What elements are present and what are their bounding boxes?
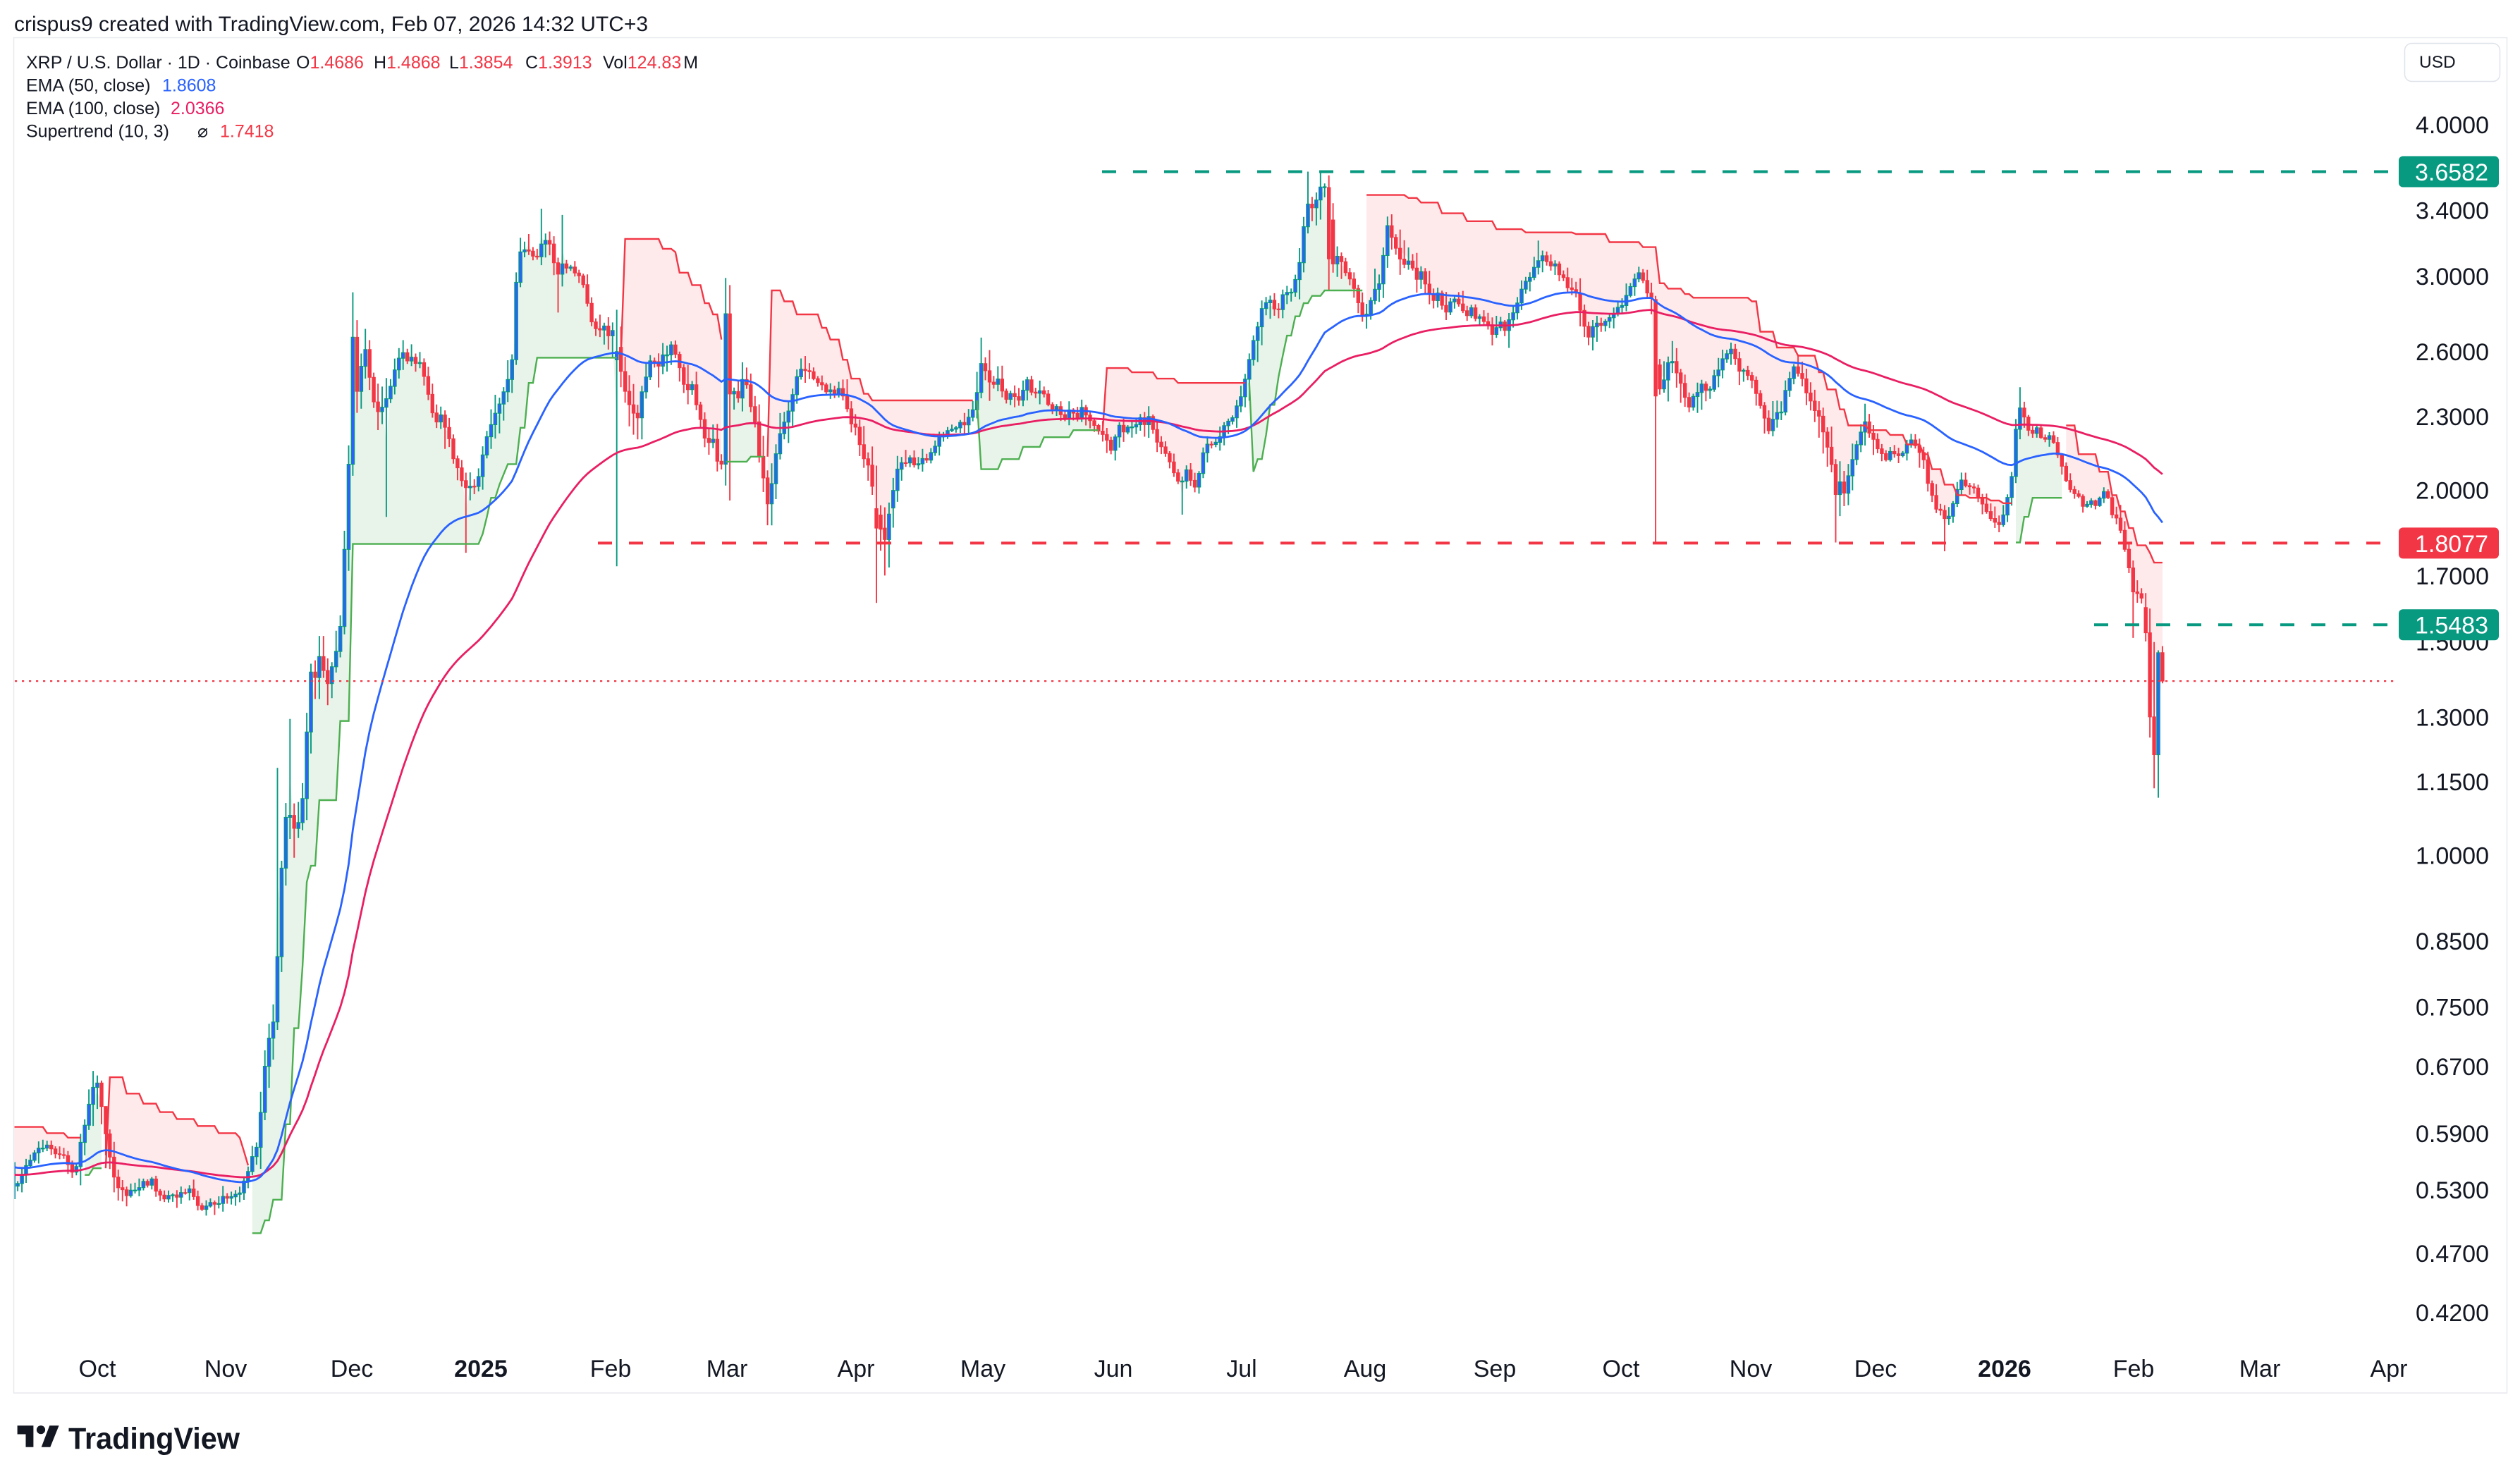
- svg-text:TradingView: TradingView: [68, 1422, 240, 1456]
- svg-text:May: May: [960, 1356, 1005, 1382]
- svg-text:Jul: Jul: [1226, 1356, 1256, 1382]
- svg-text:3.6582: 3.6582: [2415, 159, 2488, 186]
- svg-text:1.8077: 1.8077: [2415, 531, 2488, 558]
- svg-text:Sep: Sep: [1474, 1356, 1517, 1382]
- svg-text:0.5900: 0.5900: [2416, 1121, 2489, 1148]
- svg-text:2.6000: 2.6000: [2416, 339, 2489, 366]
- svg-text:USD: USD: [2419, 53, 2456, 72]
- svg-text:4.0000: 4.0000: [2416, 112, 2489, 139]
- svg-text:0.5300: 0.5300: [2416, 1177, 2489, 1204]
- svg-text:Supertrend (10, 3)⌀1.7418: Supertrend (10, 3) ⌀ 1.7418: [26, 122, 274, 142]
- svg-text:Oct: Oct: [1603, 1356, 1640, 1382]
- svg-text:Nov: Nov: [1730, 1356, 1772, 1382]
- svg-text:0.7500: 0.7500: [2416, 994, 2489, 1021]
- svg-text:Feb: Feb: [2113, 1356, 2155, 1382]
- svg-text:Nov: Nov: [204, 1356, 247, 1382]
- svg-text:3.0000: 3.0000: [2416, 264, 2489, 290]
- svg-text:2.3000: 2.3000: [2416, 404, 2489, 431]
- svg-text:1.5483: 1.5483: [2415, 613, 2488, 639]
- svg-text:2.0000: 2.0000: [2416, 477, 2489, 504]
- svg-text:0.8500: 0.8500: [2416, 928, 2489, 955]
- svg-text:crispus9 created with TradingV: crispus9 created with TradingView.com, F…: [14, 13, 648, 36]
- svg-text:0.4700: 0.4700: [2416, 1241, 2489, 1268]
- svg-text:0.6700: 0.6700: [2416, 1054, 2489, 1081]
- svg-text:Mar: Mar: [2239, 1356, 2281, 1382]
- svg-text:2025: 2025: [454, 1356, 508, 1382]
- svg-text:Jun: Jun: [1094, 1356, 1133, 1382]
- svg-text:XRP / U.S. Dollar · 1D · Coinb: XRP / U.S. Dollar · 1D · Coinbase O1.4686…: [26, 53, 698, 73]
- svg-text:1.0000: 1.0000: [2416, 842, 2489, 869]
- svg-text:Feb: Feb: [590, 1356, 632, 1382]
- svg-text:0.4200: 0.4200: [2416, 1300, 2489, 1327]
- svg-text:Oct: Oct: [79, 1356, 116, 1382]
- svg-text:Apr: Apr: [2371, 1356, 2408, 1382]
- svg-text:Dec: Dec: [1854, 1356, 1897, 1382]
- svg-text:1.7000: 1.7000: [2416, 563, 2489, 590]
- svg-text:EMA (100, close)2.0366: EMA (100, close) 2.0366: [26, 99, 224, 118]
- svg-text:EMA (50, close)1.8608: EMA (50, close) 1.8608: [26, 76, 216, 96]
- svg-text:Mar: Mar: [707, 1356, 748, 1382]
- svg-text:Aug: Aug: [1344, 1356, 1387, 1382]
- svg-text:3.4000: 3.4000: [2416, 198, 2489, 225]
- svg-text:1.3000: 1.3000: [2416, 704, 2489, 731]
- svg-text:2026: 2026: [1978, 1356, 2031, 1382]
- svg-text:Dec: Dec: [331, 1356, 373, 1382]
- svg-text:1.1500: 1.1500: [2416, 769, 2489, 796]
- svg-text:Apr: Apr: [838, 1356, 875, 1382]
